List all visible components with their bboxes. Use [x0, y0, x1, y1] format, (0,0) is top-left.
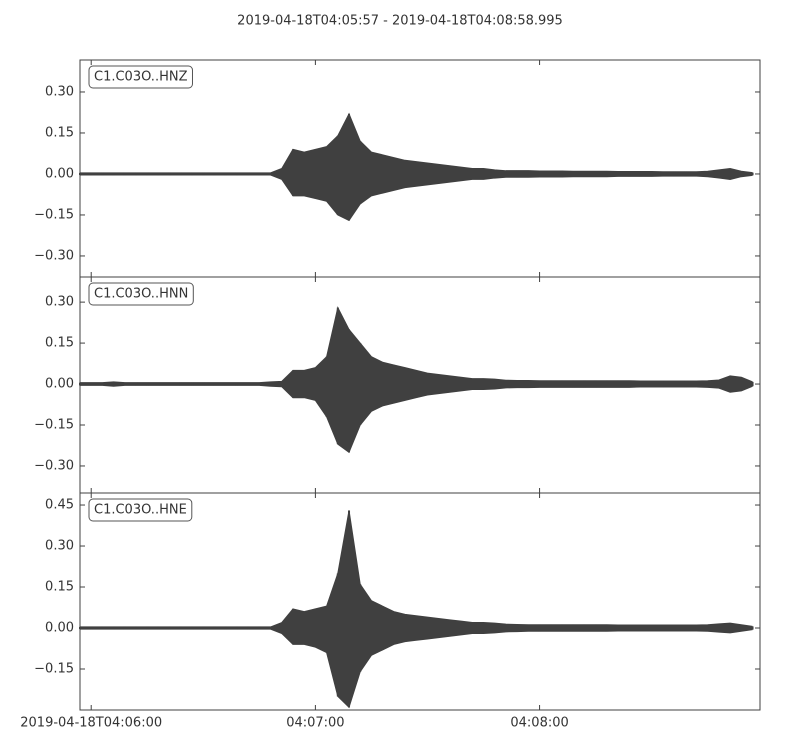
trace-label: C1.C03O..HNE [94, 503, 187, 518]
x-tick-label: 2019-04-18T04:06:00 [20, 716, 162, 731]
y-tick-label: 0.30 [45, 84, 74, 99]
trace-label: C1.C03O..HNZ [94, 70, 188, 85]
axes-frame [79, 492, 761, 711]
chart-title: 2019-04-18T04:05:57 - 2019-04-18T04:08:5… [237, 14, 563, 29]
y-tick-label: −0.15 [34, 662, 74, 677]
y-tick-label: −0.15 [34, 418, 74, 433]
y-tick-label: 0.00 [45, 377, 74, 392]
y-tick-label: 0.00 [45, 166, 74, 181]
y-tick-label: 0.45 [45, 498, 74, 513]
x-tick-label: 04:07:00 [286, 716, 344, 731]
y-tick-label: 0.30 [45, 295, 74, 310]
y-tick-label: −0.30 [34, 248, 74, 263]
y-tick-label: −0.30 [34, 458, 74, 473]
y-tick-label: 0.15 [45, 336, 74, 351]
trace-label-box [88, 498, 193, 522]
y-tick-label: 0.30 [45, 539, 74, 554]
trace-label-box [88, 65, 193, 89]
y-tick-label: 0.15 [45, 580, 74, 595]
trace-label: C1.C03O..HNN [94, 287, 188, 302]
x-tick-label: 04:08:00 [510, 716, 568, 731]
y-tick-label: −0.15 [34, 207, 74, 222]
trace-label-box [88, 282, 194, 306]
y-tick-label: 0.15 [45, 125, 74, 140]
y-tick-label: 0.00 [45, 621, 74, 636]
